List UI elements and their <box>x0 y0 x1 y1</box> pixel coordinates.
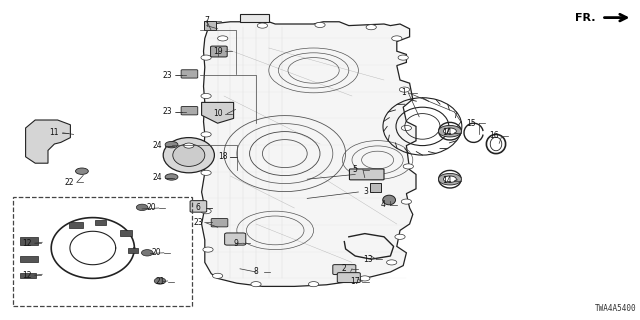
Circle shape <box>398 55 408 60</box>
FancyBboxPatch shape <box>181 70 198 78</box>
FancyBboxPatch shape <box>337 273 360 283</box>
Text: 3: 3 <box>364 188 369 196</box>
Circle shape <box>392 36 402 41</box>
Text: 24: 24 <box>152 141 163 150</box>
Text: 8: 8 <box>253 268 259 276</box>
Ellipse shape <box>163 138 214 173</box>
FancyBboxPatch shape <box>349 169 384 180</box>
Text: 14: 14 <box>442 176 452 185</box>
Circle shape <box>218 36 228 41</box>
Bar <box>95 220 106 225</box>
Ellipse shape <box>173 144 205 166</box>
FancyBboxPatch shape <box>190 201 207 212</box>
Circle shape <box>308 282 319 287</box>
Circle shape <box>203 247 213 252</box>
Circle shape <box>201 93 211 99</box>
Text: 7: 7 <box>204 16 209 25</box>
Text: 17: 17 <box>349 277 360 286</box>
Text: 21: 21 <box>156 277 164 286</box>
Text: 9: 9 <box>233 239 238 248</box>
Circle shape <box>395 234 405 239</box>
FancyBboxPatch shape <box>333 265 356 275</box>
Text: 6: 6 <box>196 204 201 212</box>
Text: FR.: FR. <box>575 12 595 23</box>
Bar <box>120 230 132 236</box>
Polygon shape <box>202 102 234 123</box>
Text: 23: 23 <box>163 108 173 116</box>
Text: 19: 19 <box>212 47 223 56</box>
Text: 18: 18 <box>218 152 227 161</box>
Circle shape <box>315 22 325 28</box>
Bar <box>128 248 138 253</box>
Text: 12: 12 <box>22 239 31 248</box>
Text: 20: 20 <box>146 204 156 212</box>
Circle shape <box>212 273 223 278</box>
Bar <box>20 273 36 278</box>
Text: 20: 20 <box>151 248 161 257</box>
Ellipse shape <box>154 278 166 284</box>
Ellipse shape <box>383 195 396 205</box>
FancyBboxPatch shape <box>181 107 198 115</box>
Text: 24: 24 <box>152 173 163 182</box>
Text: 14: 14 <box>442 128 452 137</box>
Circle shape <box>251 282 261 287</box>
Polygon shape <box>240 14 269 22</box>
Bar <box>370 183 381 192</box>
Polygon shape <box>26 120 70 163</box>
Circle shape <box>399 87 410 92</box>
Wedge shape <box>438 173 461 185</box>
Circle shape <box>366 25 376 30</box>
Circle shape <box>201 132 211 137</box>
Circle shape <box>201 170 211 175</box>
Bar <box>20 256 38 262</box>
Text: 4: 4 <box>380 200 385 209</box>
Text: 22: 22 <box>65 178 74 187</box>
Circle shape <box>387 260 397 265</box>
Bar <box>69 222 83 228</box>
Circle shape <box>76 168 88 174</box>
Text: 5: 5 <box>353 165 358 174</box>
FancyBboxPatch shape <box>225 233 246 245</box>
Ellipse shape <box>141 250 153 256</box>
Polygon shape <box>202 22 416 286</box>
Bar <box>20 237 38 245</box>
Circle shape <box>165 174 178 180</box>
Text: 12: 12 <box>22 271 31 280</box>
Text: 1: 1 <box>401 88 406 97</box>
Circle shape <box>401 199 412 204</box>
Text: 13: 13 <box>363 255 373 264</box>
Circle shape <box>201 209 211 214</box>
Text: 10: 10 <box>212 109 223 118</box>
Circle shape <box>360 276 370 281</box>
Circle shape <box>201 55 211 60</box>
Text: 2: 2 <box>342 264 347 273</box>
Text: 16: 16 <box>489 132 499 140</box>
Bar <box>13 197 192 306</box>
Text: 23: 23 <box>163 71 173 80</box>
Ellipse shape <box>136 204 148 211</box>
FancyBboxPatch shape <box>211 219 228 227</box>
Text: TWA4A5400: TWA4A5400 <box>595 304 637 313</box>
Circle shape <box>184 143 194 148</box>
Circle shape <box>257 23 268 28</box>
FancyBboxPatch shape <box>211 46 227 57</box>
Text: 23: 23 <box>193 218 204 227</box>
Circle shape <box>165 141 178 148</box>
Circle shape <box>401 125 412 131</box>
Text: 11: 11 <box>50 128 59 137</box>
Circle shape <box>403 164 413 169</box>
Text: 15: 15 <box>466 119 476 128</box>
Bar <box>204 21 216 30</box>
Wedge shape <box>438 125 461 137</box>
